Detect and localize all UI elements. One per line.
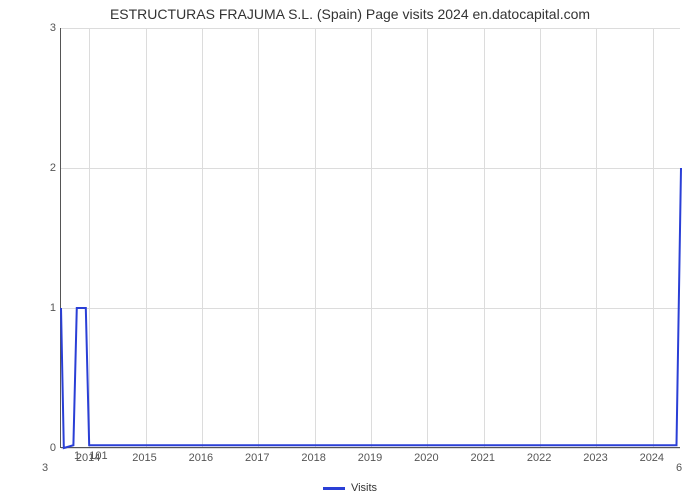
legend: Visits — [0, 482, 700, 494]
gridline-h — [61, 448, 680, 449]
y-tick-label: 2 — [42, 162, 56, 174]
corner-bottom-left: 3 — [42, 462, 48, 474]
line-series — [61, 28, 681, 448]
x-tick-label: 2017 — [245, 452, 269, 464]
y-tick-label: 3 — [42, 22, 56, 34]
x-tick-label: 2016 — [189, 452, 213, 464]
legend-label: Visits — [351, 482, 377, 494]
corner-bottom-right: 6 — [676, 462, 682, 474]
chart-title: ESTRUCTURAS FRAJUMA S.L. (Spain) Page vi… — [0, 6, 700, 22]
x-tick-label: 2024 — [640, 452, 664, 464]
x-tick-label: 2019 — [358, 452, 382, 464]
x-tick-label: 2021 — [470, 452, 494, 464]
plot-area — [60, 28, 680, 448]
x-tick-label: 2022 — [527, 452, 551, 464]
x-tick-label: 2015 — [132, 452, 156, 464]
x-tick-label: 2020 — [414, 452, 438, 464]
under-peak-labels: 1 101 — [74, 450, 108, 462]
x-tick-label: 2023 — [583, 452, 607, 464]
y-tick-label: 0 — [42, 442, 56, 454]
y-tick-label: 1 — [42, 302, 56, 314]
x-tick-label: 2018 — [301, 452, 325, 464]
legend-swatch — [323, 487, 345, 490]
